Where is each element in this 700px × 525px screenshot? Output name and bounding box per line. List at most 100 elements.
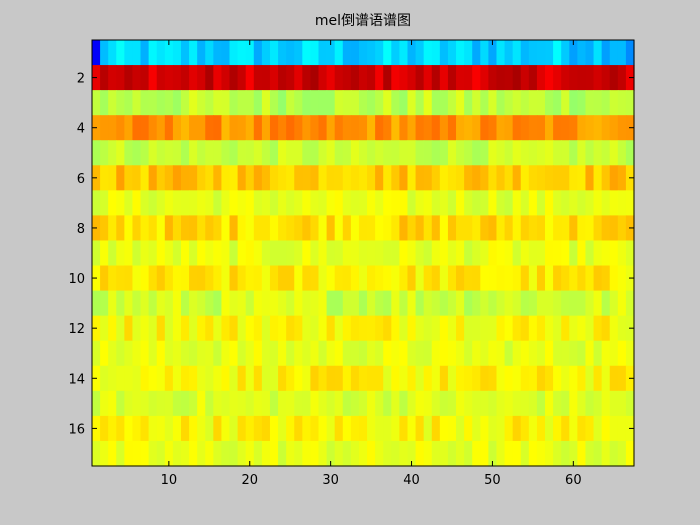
heatmap-cell: [391, 415, 400, 442]
heatmap-cell: [221, 65, 231, 91]
heatmap-cell: [528, 340, 538, 367]
heatmap-cell: [286, 90, 295, 116]
heatmap-cell: [310, 65, 320, 91]
heatmap-cell: [245, 115, 255, 141]
heatmap-cell: [189, 315, 198, 342]
heatmap-cell: [456, 40, 465, 66]
heatmap-cell: [350, 165, 360, 191]
heatmap-cell: [391, 440, 400, 467]
heatmap-cell: [213, 315, 223, 342]
heatmap-cell: [439, 265, 449, 292]
heatmap-cell: [431, 40, 441, 66]
heatmap-cell: [367, 240, 376, 267]
heatmap-cell: [197, 115, 206, 141]
heatmap-cell: [617, 415, 627, 442]
heatmap-cell: [561, 215, 570, 242]
heatmap-cell: [399, 390, 409, 417]
heatmap-cell: [383, 315, 392, 342]
heatmap-cell: [140, 190, 150, 217]
heatmap-cell: [585, 365, 595, 392]
heatmap-cell: [148, 315, 158, 342]
heatmap-cell: [375, 215, 384, 242]
heatmap-cell: [480, 340, 489, 367]
heatmap-cell: [496, 265, 506, 292]
heatmap-cell: [189, 390, 198, 417]
heatmap-cell: [456, 415, 465, 442]
heatmap-cell: [132, 390, 142, 417]
heatmap-cell: [504, 190, 514, 217]
heatmap-cell: [205, 140, 214, 166]
heatmap-cell: [326, 165, 336, 191]
heatmap-cell: [391, 365, 400, 392]
heatmap-cell: [229, 415, 239, 442]
heatmap-cell: [439, 115, 449, 141]
heatmap-cell: [601, 340, 611, 367]
heatmap-cell: [456, 215, 465, 242]
heatmap-cell: [269, 165, 279, 191]
heatmap-cell: [237, 190, 247, 217]
heatmap-cell: [156, 165, 166, 191]
heatmap-cell: [399, 40, 409, 66]
heatmap-cell: [496, 365, 506, 392]
heatmap-cell: [488, 40, 498, 66]
heatmap-cell: [407, 315, 417, 342]
heatmap-cell: [310, 390, 320, 417]
heatmap-cell: [609, 265, 619, 292]
heatmap-cell: [253, 140, 263, 166]
heatmap-cell: [278, 190, 287, 217]
heatmap-cell: [496, 140, 506, 166]
heatmap-cell: [488, 90, 498, 116]
heatmap-cell: [100, 415, 109, 442]
heatmap-cell: [205, 415, 214, 442]
heatmap-cell: [245, 390, 255, 417]
heatmap-cell: [116, 190, 125, 217]
heatmap-cell: [553, 315, 562, 342]
heatmap-cell: [488, 315, 498, 342]
heatmap-cell: [472, 215, 481, 242]
heatmap-cell: [302, 215, 312, 242]
heatmap-cell: [585, 190, 595, 217]
heatmap-cell: [439, 165, 449, 191]
heatmap-cell: [213, 140, 223, 166]
heatmap-cell: [124, 140, 134, 166]
heatmap-cell: [593, 140, 603, 166]
heatmap-cell: [609, 440, 619, 467]
heatmap-cell: [391, 140, 400, 166]
heatmap-cell: [480, 65, 489, 91]
heatmap-cell: [488, 240, 498, 267]
heatmap-cell: [140, 40, 150, 66]
heatmap-cell: [367, 340, 376, 367]
heatmap-cell: [205, 315, 214, 342]
heatmap-cell: [447, 40, 457, 66]
heatmap-cell: [447, 140, 457, 166]
heatmap-cell: [528, 315, 538, 342]
y-tick-label: 6: [77, 172, 85, 187]
heatmap-cell: [609, 390, 619, 417]
heatmap-cell: [164, 390, 174, 417]
heatmap-cell: [609, 115, 619, 141]
heatmap-cell: [213, 65, 223, 91]
heatmap-cell: [577, 365, 587, 392]
heatmap-cell: [431, 415, 441, 442]
heatmap-cell: [512, 165, 522, 191]
heatmap-cell: [140, 115, 150, 141]
heatmap-cell: [310, 115, 320, 141]
heatmap-cell: [528, 440, 538, 467]
heatmap-cell: [536, 140, 546, 166]
heatmap-cell: [116, 165, 125, 191]
heatmap-cell: [253, 315, 263, 342]
heatmap-cell: [197, 190, 206, 217]
heatmap-cell: [100, 390, 109, 417]
heatmap-cell: [342, 215, 352, 242]
heatmap-cell: [197, 265, 206, 292]
heatmap-cell: [148, 440, 158, 467]
heatmap-cell: [545, 390, 554, 417]
heatmap-cell: [439, 440, 449, 467]
heatmap-cell: [294, 40, 303, 66]
heatmap-cell: [439, 90, 449, 116]
heatmap-cell: [197, 215, 206, 242]
heatmap-cell: [221, 440, 231, 467]
heatmap-cell: [569, 165, 578, 191]
heatmap-cell: [172, 415, 182, 442]
